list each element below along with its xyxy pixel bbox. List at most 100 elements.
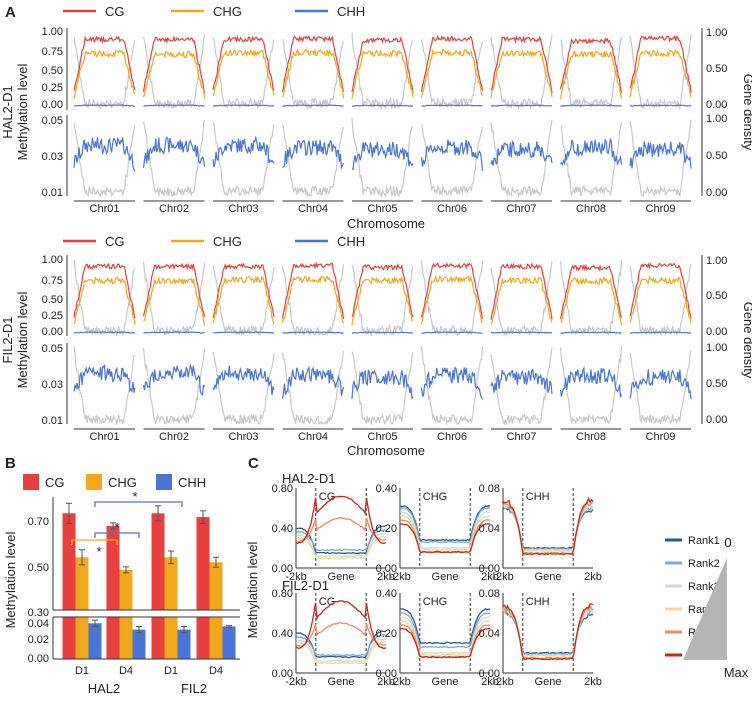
legend-cg-label: CG [105, 4, 125, 19]
bar-cg [151, 513, 165, 610]
chg-line [420, 48, 483, 98]
tick-label: 0.80 [272, 588, 293, 600]
legend-chg-label: CHG [213, 4, 242, 19]
panel-letter-a: A [5, 4, 16, 21]
tick-label: 0.01 [42, 187, 63, 199]
chh-line [142, 136, 206, 168]
xtick-label: Gene [432, 676, 459, 688]
chh-line-upper [73, 104, 136, 107]
cg-line [420, 262, 484, 319]
bar-cg [62, 513, 76, 610]
chr-label: Chr07 [507, 431, 537, 443]
context-label: CHG [423, 596, 447, 608]
gene-density-line [629, 263, 692, 337]
tick-label: 0.08 [479, 588, 500, 600]
sig-star-chh: * [114, 520, 119, 535]
tick-label: 0.80 [272, 483, 293, 495]
legend-chg-label: CHG [213, 234, 242, 249]
legend-chh-label: CHH [337, 4, 365, 19]
xtick-label: 2kb [481, 571, 499, 583]
chg-line [559, 49, 623, 100]
tick-label: 0.40 [272, 628, 293, 640]
gene-density-line [420, 124, 484, 196]
cg-line [351, 262, 414, 318]
gene-density-line [629, 350, 692, 426]
axis-a-upper-hal2: 1.00 0.75 0.50 0.25 0.00 [42, 26, 68, 111]
sig-star-cg: * [132, 489, 137, 504]
chg-line [143, 276, 206, 326]
gene-density-line [281, 350, 345, 425]
gene-density-line [351, 117, 414, 198]
rank-line-2 [502, 504, 594, 551]
rank-line-2 [295, 633, 387, 657]
cg-line [142, 262, 206, 318]
rank-line-4 [399, 619, 491, 657]
chh-line-upper [73, 331, 136, 334]
tick-label: 1.00 [706, 113, 727, 125]
rank-line-4 [295, 640, 387, 665]
bar-chh-lower [132, 629, 146, 659]
rank-line-4 [399, 514, 491, 552]
chh-line [351, 368, 414, 400]
gene-density-line [559, 260, 623, 336]
rank-line-3 [399, 510, 491, 550]
chr-label: Chr01 [90, 203, 120, 215]
axis-a-right-fil2: 1.00 0.50 0.00 1.00 0.50 0.00 [701, 255, 727, 426]
legend-b-cg: CG [45, 475, 65, 490]
xlabel-a-fil2: Chromosome [347, 443, 425, 458]
tick-label: 0.04 [479, 523, 500, 535]
chg-line [212, 275, 275, 325]
rank-line-3 [295, 532, 387, 558]
tick-label: 1.00 [42, 254, 63, 266]
legend-rank-label: Rank3 [688, 581, 720, 593]
gene-density-line [490, 119, 553, 199]
xtick-label: 2kb [377, 571, 395, 583]
legend-b: CG CHG CHH [23, 474, 206, 490]
tick-label: 0.25 [42, 310, 63, 322]
gene-density-line [490, 347, 553, 426]
bar-chg-lower [164, 617, 178, 659]
xtick-label: D4 [119, 665, 133, 677]
bar-chh-lower [88, 623, 102, 659]
cg-line [73, 35, 136, 91]
ylabel-a-fil2: Methylation level [15, 291, 30, 388]
chg-line [629, 275, 692, 324]
bar-chg-lower [209, 617, 223, 659]
gene-density-line [560, 122, 623, 197]
chh-line [281, 365, 345, 399]
chr-plot-lower-hal2 [73, 117, 692, 199]
chh-line-upper [143, 331, 205, 334]
chr-label: Chr06 [437, 431, 467, 443]
rank-line-2 [399, 612, 491, 649]
tick-label: 0.00 [706, 99, 727, 111]
context-label: CHH [526, 491, 550, 503]
bar-chg [75, 557, 89, 610]
tick-label: 0.40 [376, 588, 397, 600]
rank-line-5 [502, 604, 594, 660]
chh-line [490, 140, 553, 166]
cg-line [490, 262, 553, 320]
chg-line [142, 50, 206, 99]
tick-label: 0.50 [42, 294, 63, 306]
chr-label: Chr03 [229, 203, 259, 215]
gene-density-line [73, 259, 136, 338]
gene-density-line [281, 39, 345, 110]
chg-line [73, 276, 136, 325]
tick-label: 0.40 [272, 523, 293, 535]
rank-line-3 [295, 638, 387, 663]
chh-line [212, 135, 275, 168]
gene-density-line [212, 36, 275, 109]
cg-line [559, 263, 623, 320]
chg-line [281, 275, 345, 324]
chh-line [420, 139, 484, 171]
xtick-label: D1 [164, 665, 178, 677]
xtick-label: Gene [535, 571, 562, 583]
chr-label: Chr04 [298, 431, 328, 443]
panel-letter-b: B [5, 455, 16, 472]
rank-line-5 [295, 621, 387, 647]
tick-label: 0.50 [28, 562, 49, 574]
chr-label: Chr03 [229, 431, 259, 443]
xtick-label: 2kb [584, 676, 602, 688]
chh-line-upper [560, 331, 622, 334]
gene-density-line [212, 351, 275, 426]
